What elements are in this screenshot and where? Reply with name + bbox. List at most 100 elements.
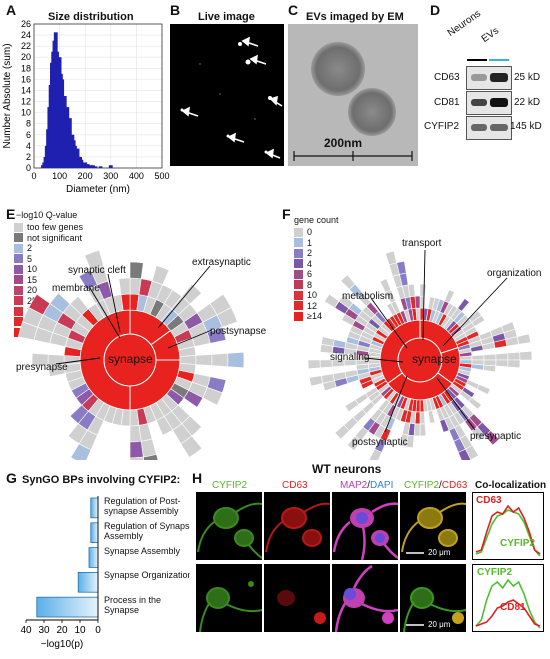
legend-swatch: [14, 222, 23, 232]
x-axis-label: Diameter (nm): [66, 184, 130, 195]
sunburst-segment: [419, 399, 425, 413]
sunburst-segment: [118, 277, 131, 295]
y-tick-label: 12: [21, 97, 31, 107]
bp-bar: [36, 596, 99, 618]
histogram-bar: [85, 164, 90, 168]
legend-item: not significant: [14, 233, 82, 243]
label-signaling: signaling: [330, 352, 370, 363]
panel-label-g: G: [6, 470, 17, 486]
sunburst-segment: [507, 359, 521, 369]
sunburst-segment: [476, 384, 491, 395]
lane-label-neurons: Neurons: [445, 8, 483, 39]
histogram-bar: [93, 166, 98, 168]
coloc-trace: [475, 578, 541, 629]
col-label-coloc: Co-localization: [475, 480, 547, 491]
live-image-particles: [180, 36, 283, 159]
sunburst-segment: [129, 425, 142, 443]
legend-swatch: [294, 227, 303, 237]
img-r1-merge: 20 μm: [400, 492, 466, 560]
img-r1-map2-dapi: [332, 492, 398, 560]
panel-a-title: Size distribution: [48, 11, 134, 23]
panel-label-f: F: [282, 206, 291, 222]
legend-label: 12: [307, 300, 318, 311]
band-kd-cd63: 25 kD: [514, 72, 541, 83]
scalebar-r2: 20 μm: [428, 620, 451, 629]
leader-line: [442, 277, 508, 347]
panel-label-e: E: [6, 206, 16, 222]
y-tick-label: 20: [21, 52, 31, 62]
sunburst-segment: [495, 359, 509, 368]
legend-label: 10: [307, 290, 318, 300]
bp-bar: [90, 522, 99, 543]
legend-item: 20: [14, 285, 37, 295]
legend-item: 1: [294, 238, 312, 248]
panel-h-title: WT neurons: [312, 462, 382, 476]
legend-swatch: [294, 259, 303, 268]
y-tick-label: 26: [21, 19, 31, 29]
label-presynapse: presynapse: [16, 362, 68, 373]
col-label-dapi: DAPI: [370, 480, 394, 491]
sunburst-segment: [516, 333, 531, 345]
sunburst-segment: [84, 249, 104, 271]
y-tick-label: 14: [21, 85, 31, 95]
legend-label: 10: [27, 264, 38, 274]
legend-item: 5: [14, 254, 32, 264]
legend-swatch: [294, 248, 303, 258]
em-scale-label: 200nm: [324, 136, 363, 150]
sunburst-segment: [307, 359, 321, 370]
sunburst-segment: [396, 260, 407, 275]
em-vesicles: [288, 24, 418, 166]
blot-cyfip2: [466, 116, 512, 140]
legend-swatch: [14, 306, 23, 316]
sunburst-segment: [483, 353, 497, 361]
legend-label: 1: [307, 237, 313, 248]
legend-item: ≥14: [294, 311, 322, 321]
sunburst-segment: [334, 424, 350, 440]
panel-label-h: H: [192, 470, 203, 486]
legend-label: 15: [27, 274, 38, 285]
sunburst-segment: [385, 250, 398, 266]
sunburst-segment: [399, 433, 409, 448]
legend-swatch: [14, 296, 23, 305]
col-label-cyfip2b: CYFIP2: [404, 480, 440, 491]
leader-line: [89, 287, 121, 339]
coloc-r1-top: CD63: [476, 495, 502, 506]
col-label-cd63b: CD63: [441, 480, 468, 491]
sunburst-f-center: synapse: [412, 352, 457, 366]
legend-swatch: [14, 254, 23, 263]
x-tick-label: 300: [103, 171, 118, 181]
legend-item: 25: [14, 296, 37, 306]
legend-f-title: gene count: [294, 215, 339, 225]
y-tick-label: 18: [21, 63, 31, 73]
leader-line: [436, 377, 476, 431]
y-tick-label: 4: [26, 141, 31, 151]
legend-label: ≥14: [307, 311, 322, 321]
blot-cd63: [466, 66, 512, 90]
sunburst-segment: [179, 355, 197, 365]
coloc-profile-r1: [472, 492, 544, 560]
panel-g-title: SynGO BPs involving CYFIP2:: [22, 474, 181, 486]
plot-frame: [33, 23, 163, 169]
x-tick-label: 10: [74, 625, 86, 636]
x-tick-label: 40: [20, 625, 32, 636]
legend-item: 2: [14, 243, 32, 253]
legend-item: too few genes: [14, 222, 83, 232]
leader-line: [422, 249, 426, 341]
sunburst-segment: [320, 336, 335, 347]
label-postsynapse: postsynapse: [210, 326, 267, 337]
label-metabolism: metabolism: [342, 291, 394, 302]
sunburst-segment: [507, 351, 521, 361]
legend-label: 4: [307, 258, 313, 269]
label-extrasynaptic: extrasynaptic: [192, 257, 251, 268]
leader-line: [370, 297, 408, 349]
sunburst-segment: [140, 438, 157, 458]
legend-swatch: [14, 327, 23, 337]
img-r2-merge: 20 μm: [400, 564, 466, 632]
sunburst-segment: [332, 339, 347, 349]
legend-label: 2: [307, 248, 313, 258]
sunburst-segment: [482, 364, 497, 373]
x-tick-label: 0: [31, 171, 36, 181]
coloc-r2-top: CYFIP2: [477, 567, 513, 578]
legend-label: 20: [27, 285, 38, 295]
